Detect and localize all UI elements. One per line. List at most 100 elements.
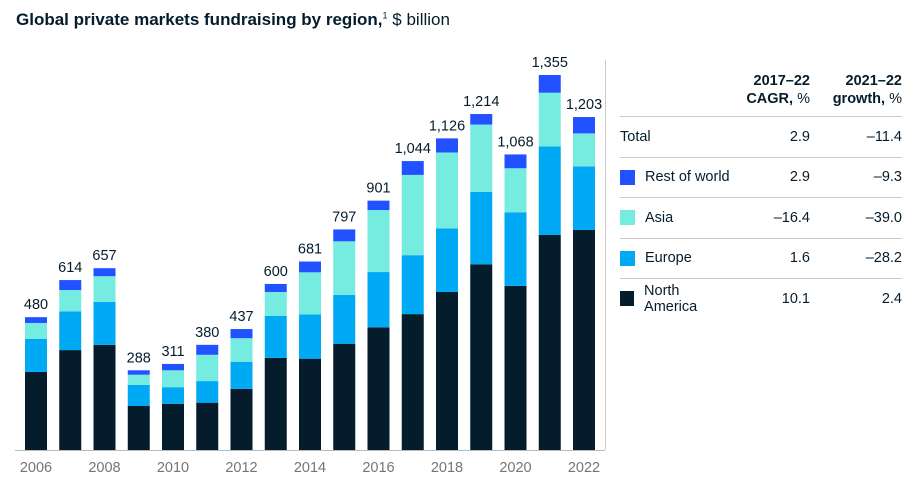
table-header: 2017–22 CAGR, % 2021–22 growth, % (620, 72, 902, 117)
row-growth: –9.3 (873, 169, 902, 186)
bar-segment-europe (470, 191, 493, 265)
bar-segment-north-america (299, 358, 321, 450)
bar-segment-north-america (367, 327, 390, 450)
footnote-marker: 1 (382, 10, 388, 21)
bar-segment-asia (470, 124, 493, 192)
header-cagr: 2017–22 CAGR, % (700, 72, 810, 116)
bar-segment-asia (93, 276, 116, 302)
row-growth: –39.0 (865, 209, 902, 226)
row-label-cell: Total (620, 129, 730, 145)
legend-swatch (620, 250, 635, 266)
title-unit: $ billion (392, 10, 450, 29)
bar-segment-asia (299, 272, 321, 315)
bar-segment-north-america (59, 350, 82, 450)
row-label: North America (644, 282, 698, 315)
total-label: 797 (332, 209, 356, 225)
row-label: Asia (645, 209, 674, 226)
x-tick-label: 2018 (431, 460, 463, 476)
bar-segment-europe (162, 387, 184, 404)
bar-segment-asia (127, 374, 150, 385)
row-cagr: –16.4 (773, 209, 810, 226)
bar-segment-europe (538, 146, 561, 235)
legend-swatch (620, 169, 635, 185)
bar-segment-rest-of-world (93, 268, 116, 277)
bar-segment-rest-of-world (436, 138, 458, 153)
row-label-cell: Europe (620, 250, 730, 266)
total-label: 480 (24, 297, 48, 313)
row-label-cell: North America (620, 283, 730, 315)
legend-swatch (620, 291, 635, 307)
bar-segment-asia (401, 174, 424, 256)
row-cagr: 10.1 (781, 290, 810, 307)
total-label: 1,203 (566, 97, 602, 113)
bar-segment-asia (573, 133, 595, 167)
bar-segment-asia (436, 152, 458, 229)
x-tick-label: 2006 (20, 460, 52, 476)
row-growth: 2.4 (881, 290, 902, 307)
total-label: 901 (366, 181, 390, 197)
row-label-cell: Asia (620, 210, 730, 226)
bar-segment-rest-of-world (299, 261, 321, 273)
x-tick-label: 2016 (362, 460, 394, 476)
table-row: Asia –16.4 –39.0 (620, 198, 902, 239)
bar-segment-north-america (264, 357, 287, 450)
bar-segment-europe (367, 272, 390, 328)
x-tick-label: 2020 (499, 460, 531, 476)
bar-segment-europe (127, 384, 150, 406)
bar-segment-rest-of-world (367, 200, 390, 211)
bar-segment-rest-of-world (504, 154, 527, 169)
bar-segment-europe (93, 301, 116, 345)
bar-segment-north-america (436, 291, 458, 450)
title-main: Global private markets fundraising by re… (16, 10, 383, 29)
bar-segment-rest-of-world (401, 161, 424, 175)
total-label: 311 (161, 344, 184, 360)
total-label: 437 (229, 309, 253, 325)
bar-segment-rest-of-world (573, 117, 595, 134)
row-label: Rest of world (645, 169, 730, 186)
header-growth-unit: % (889, 91, 902, 107)
bar-segment-asia (504, 168, 527, 213)
x-tick-label: 2008 (88, 460, 120, 476)
bar-segment-rest-of-world (264, 283, 287, 292)
bar-segment-europe (299, 314, 321, 359)
total-label: 657 (92, 248, 116, 264)
total-label: 600 (264, 264, 288, 280)
table-row: Europe 1.6 –28.2 (620, 239, 902, 279)
bar-segment-europe (264, 315, 287, 358)
stacked-bar-chart: 480 2006 614 657 2008 288 311 2010 380 437 2012 600… (15, 55, 606, 476)
bar-segment-north-america (25, 371, 47, 450)
table-row: Rest of world 2.9 –9.3 (620, 158, 902, 198)
x-tick-label: 2022 (568, 460, 600, 476)
bar-segment-rest-of-world (196, 344, 219, 355)
bar-segment-north-america (401, 314, 424, 450)
bar-segment-europe (25, 338, 47, 372)
bar-segment-north-america (538, 234, 561, 450)
header-growth-line2: growth, (832, 91, 886, 107)
row-label-cell: Rest of world (620, 169, 730, 185)
table-row: Total 2.9 –11.4 (620, 117, 902, 158)
row-cagr: 1.6 (789, 250, 810, 267)
header-cagr-unit: % (797, 91, 810, 107)
total-label: 681 (298, 242, 322, 258)
bar-segment-north-america (162, 403, 184, 450)
bar-segment-europe (401, 255, 424, 315)
bar-segment-europe (196, 381, 219, 403)
row-growth: –11.4 (866, 128, 902, 145)
bar-segment-europe (504, 212, 527, 286)
total-label: 380 (195, 325, 219, 341)
bar-segment-europe (230, 361, 253, 389)
bar-segment-asia (59, 290, 82, 312)
bar-segment-rest-of-world (538, 75, 561, 93)
bar-segment-rest-of-world (230, 329, 253, 339)
total-label: 1,126 (429, 118, 465, 134)
bar-segment-north-america (196, 402, 219, 450)
x-tick-label: 2014 (294, 460, 326, 476)
row-label: Total (620, 128, 651, 145)
chart-title: Global private markets fundraising by re… (16, 10, 450, 30)
bar-segment-asia (25, 322, 47, 339)
bar-segment-europe (573, 166, 595, 230)
bar-segment-europe (333, 295, 356, 344)
bar-segment-north-america (333, 343, 356, 450)
row-growth: –28.2 (865, 250, 902, 267)
header-cagr-line2: CAGR, (746, 91, 794, 107)
